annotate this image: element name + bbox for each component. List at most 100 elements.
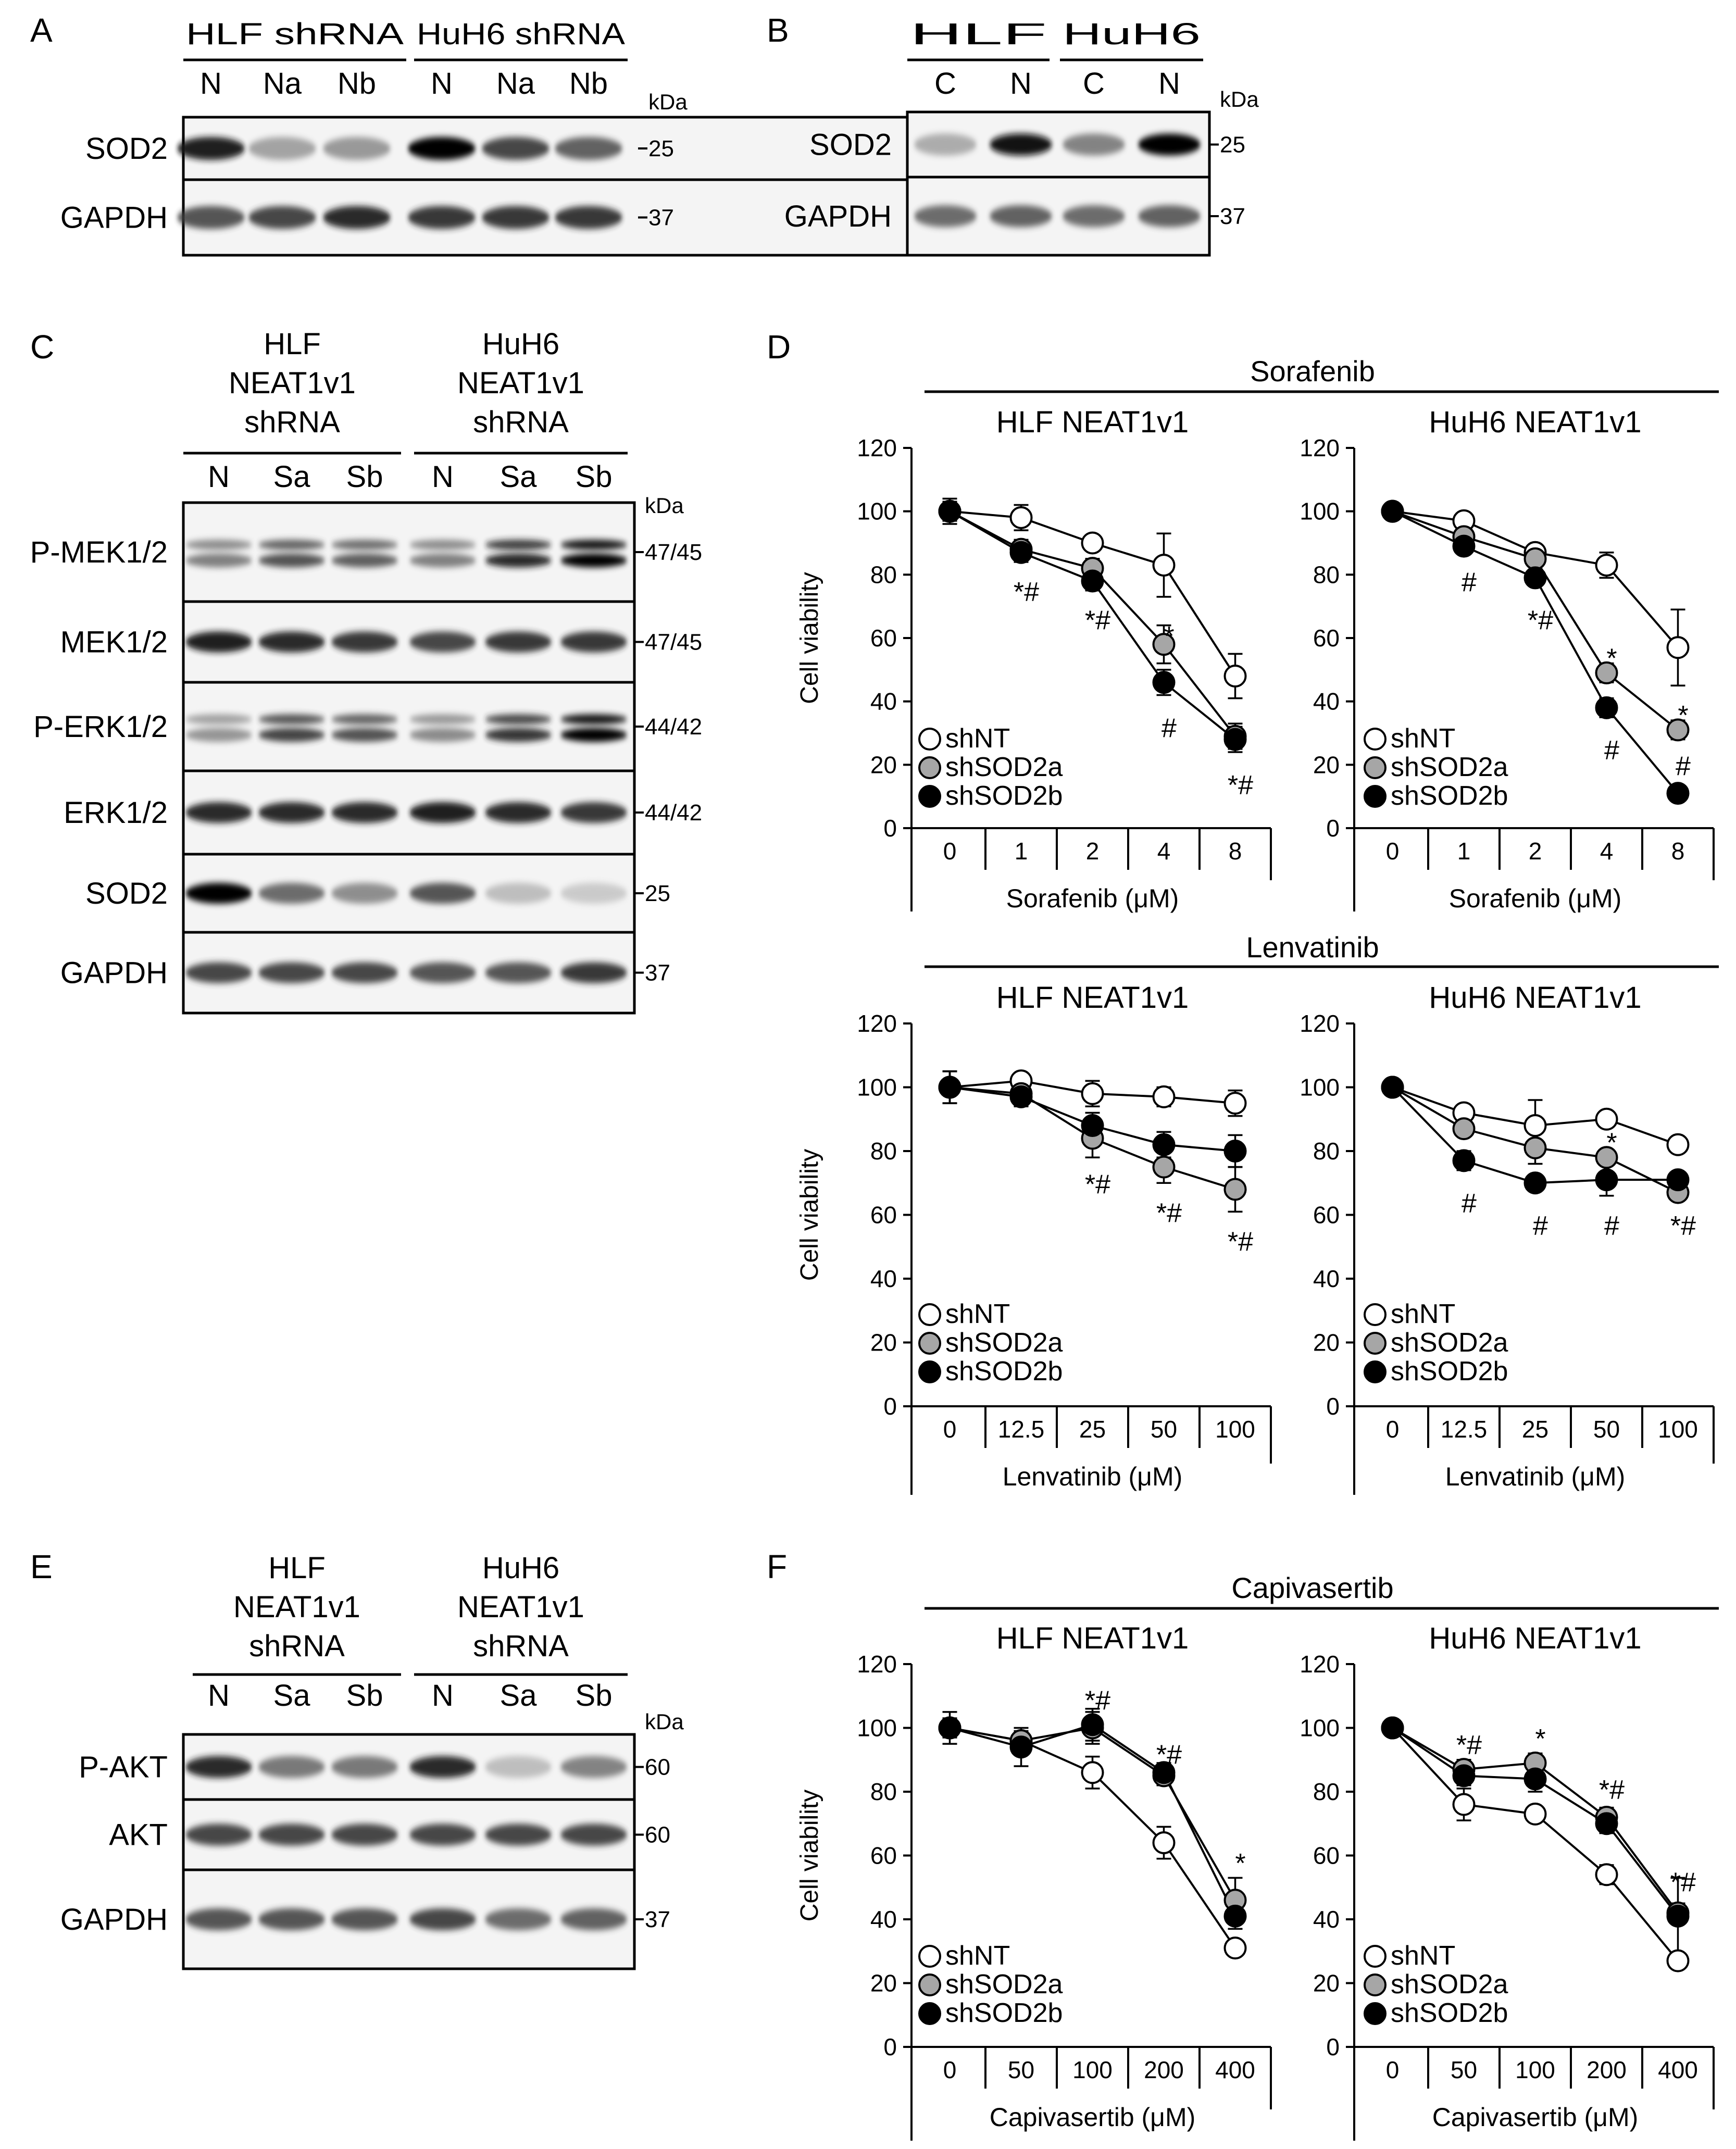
data-point-shSOD2b (1081, 1114, 1104, 1137)
y-tick-label: 0 (1326, 1393, 1340, 1420)
lane-label: N (1158, 67, 1180, 101)
x-axis-label: Capivasertib (μM) (990, 2103, 1196, 2132)
data-point-shNT (1223, 1092, 1247, 1115)
data-point-shSOD2a (1452, 1117, 1476, 1141)
group-label: HLF (264, 327, 321, 361)
data-point-shSOD2b (1523, 1171, 1547, 1195)
data-point-shSOD2b (1223, 1140, 1247, 1163)
data-point-shSOD2b (938, 1076, 961, 1099)
y-tick-label: 120 (1300, 1651, 1340, 1678)
y-axis-label: Cell viability (796, 1149, 823, 1281)
blot-row: P-ERK1/2 44/42 (33, 681, 702, 772)
significance-mark: *# (1228, 770, 1253, 801)
x-tick-label: 400 (1215, 2056, 1255, 2083)
x-axis-label: Sorafenib (μM) (1006, 884, 1179, 913)
y-tick-label: 0 (1326, 815, 1340, 842)
blot-label: GAPDH (60, 1903, 168, 1936)
lane-label: Sb (576, 460, 613, 494)
data-point-shSOD2b (1152, 1133, 1176, 1156)
legend-label: shNT (1391, 1299, 1455, 1329)
blot-label: MEK1/2 (60, 626, 168, 659)
y-tick-label: 60 (1313, 624, 1340, 652)
significance-mark: # (1462, 1189, 1477, 1219)
kda-value: 37 (1220, 204, 1245, 229)
blot-band (258, 962, 325, 983)
chart-title: HLF NEAT1v1 (996, 1621, 1189, 1655)
blot-band (485, 1908, 552, 1930)
panel-letter-e: E (30, 1548, 53, 1585)
blot-band (258, 540, 325, 550)
blot-band (323, 137, 391, 160)
blot-frame (182, 501, 636, 603)
blot-band (185, 553, 252, 568)
group-label: HuH6 (482, 1551, 559, 1585)
series-line-shSOD2b (949, 1723, 1237, 1917)
legend-label: shSOD2b (945, 1356, 1063, 1386)
x-axis-label: Lenvatinib (μM) (1003, 1462, 1183, 1491)
legend-marker-shNT (918, 728, 941, 751)
y-tick-label: 20 (1313, 751, 1340, 778)
blot-row: SOD2 25 (85, 853, 670, 934)
data-point-shSOD2b (938, 1716, 961, 1740)
significance-mark: # (1533, 1211, 1548, 1241)
blot-band (258, 1823, 325, 1846)
panel-letter-d: D (767, 328, 791, 366)
blot-row: SOD2 25 (85, 116, 951, 181)
significance-mark: *# (1085, 1169, 1110, 1200)
blot-row: SOD2 25 (809, 110, 1245, 179)
group-label: NEAT1v1 (233, 1590, 360, 1624)
panel-letter-b: B (767, 11, 789, 49)
x-tick-label: 0 (943, 1416, 957, 1443)
y-tick-label: 0 (883, 2033, 897, 2060)
sorafenib-title: Sorafenib (1250, 355, 1375, 388)
y-tick-label: 80 (1313, 561, 1340, 588)
legend-marker-shSOD2b (1364, 1360, 1387, 1383)
blot-row: GAPDH 37 (60, 178, 951, 257)
blot-band (331, 631, 398, 653)
kda-label: kDa (1220, 87, 1259, 111)
x-tick-label: 100 (1515, 2056, 1555, 2083)
blot-band (323, 206, 391, 229)
legend-marker-shNT (918, 1303, 941, 1326)
blot-band (560, 962, 627, 983)
x-tick-label: 200 (1144, 2056, 1184, 2083)
y-axis-label: Cell viability (796, 572, 823, 704)
blot-band (185, 1756, 252, 1778)
chart-title: HuH6 NEAT1v1 (1429, 1621, 1641, 1655)
line-chart: HuH6 NEAT1v1 0 20 40 60 80 100 120 0 12.5 25 50 100 L… (1300, 981, 1715, 1495)
data-point-shSOD2b (1009, 1735, 1033, 1759)
lane-label: N (431, 67, 453, 101)
line-chart: HuH6 NEAT1v1 0 20 40 60 80 100 120 0 50 100 200 400 C… (1300, 1621, 1715, 2141)
lane-label: Sa (273, 460, 311, 494)
data-point-shNT (1009, 506, 1033, 529)
significance-mark: *# (1085, 606, 1110, 636)
blot-band (185, 802, 252, 823)
x-tick-label: 4 (1157, 838, 1171, 865)
blot-band (185, 1823, 252, 1846)
kda-label: kDa (645, 493, 684, 518)
blot-band (185, 962, 252, 983)
blot-band (248, 137, 316, 160)
group-label: NEAT1v1 (457, 1590, 584, 1624)
x-axis-label: Capivasertib (μM) (1432, 2103, 1639, 2132)
y-tick-label: 120 (1300, 434, 1340, 461)
significance-mark: * (1606, 644, 1617, 674)
y-tick-label: 40 (870, 688, 897, 715)
blot-band (409, 802, 476, 823)
data-point-shNT (1081, 1761, 1104, 1784)
y-tick-label: 20 (870, 1970, 897, 1997)
blot-band (408, 206, 476, 229)
group-label: NEAT1v1 (229, 366, 356, 400)
significance-mark: *# (1670, 1211, 1696, 1241)
y-tick-label: 40 (1313, 688, 1340, 715)
y-axis-label: Cell viability (796, 1790, 823, 1921)
blot-panel-a: HLF shRNA HuH6 shRNA N Na Nb N Na Nb kDa SOD2 25 GA… (60, 17, 951, 257)
legend-marker-shSOD2a (1364, 756, 1387, 779)
group-label: shRNA (473, 1629, 569, 1663)
y-tick-label: 40 (870, 1265, 897, 1292)
blot-band (331, 1756, 398, 1778)
y-tick-label: 120 (857, 1651, 897, 1678)
